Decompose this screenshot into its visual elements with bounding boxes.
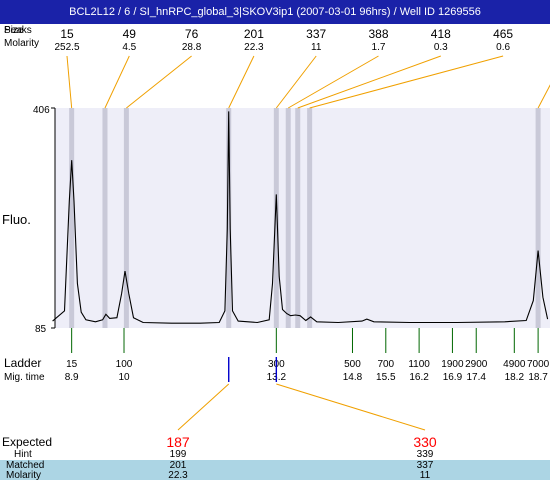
ladder-time-label-8: 18.2 <box>505 372 525 383</box>
ladder-time-label-6: 16.9 <box>443 372 463 383</box>
peak-band-3 <box>226 108 232 328</box>
peak-size-label-0: 15 <box>60 27 74 41</box>
peak-molarity-label-1: 4.5 <box>122 42 136 53</box>
ladder-size-label-7: 2900 <box>465 359 488 370</box>
ladder-size-label-4: 700 <box>377 359 394 370</box>
molarity-value-1: 11 <box>420 470 431 480</box>
y-axis-label: Fluo. <box>2 212 31 227</box>
ladder-size-label-8: 4900 <box>503 359 526 370</box>
peak-callout-line-7 <box>309 55 504 109</box>
peak-molarity-label-5: 1.7 <box>372 42 386 53</box>
peak-size-label-1: 49 <box>123 27 137 41</box>
peak-callout-line-3 <box>228 55 255 109</box>
ladder-size-label-9: 7000 <box>527 359 550 370</box>
peak-size-label-4: 337 <box>306 27 326 41</box>
ladder-row-label: Ladder <box>4 356 41 370</box>
peak-callout-line-5 <box>287 55 379 109</box>
peak-callout-line-0 <box>66 55 73 109</box>
hint-row-label: Hint <box>14 449 32 460</box>
ladder-time-label-3: 14.8 <box>343 372 363 383</box>
peak-callout-line-1 <box>104 55 130 109</box>
peak-stats-row-label: Size <box>4 25 24 36</box>
peak-callout-line-4 <box>275 55 317 109</box>
peak-size-label-3: 201 <box>244 27 264 41</box>
hint-value-1: 339 <box>417 449 434 460</box>
peak-band-1 <box>102 108 108 328</box>
peak-callout-line-2 <box>126 55 192 109</box>
expected-callout-line-1 <box>276 383 426 431</box>
molarity-bottom-row-label: Molarity <box>6 470 41 480</box>
peak-band-8 <box>535 108 541 328</box>
ladder-size-label-0: 15 <box>66 359 78 370</box>
molarity-value-0: 22.3 <box>168 470 188 480</box>
peak-size-label-2: 76 <box>185 27 199 41</box>
expected-value-0: 187 <box>166 434 190 450</box>
matched-value-1: 337 <box>417 460 434 471</box>
peak-size-row-label: Peaks <box>4 25 32 36</box>
peak-molarity-label-2: 28.8 <box>182 42 202 53</box>
peak-molarity-label-3: 22.3 <box>244 42 264 53</box>
mig-time-row-label: Mig. time <box>4 372 45 383</box>
y-tick-label-top: 406 <box>33 105 50 116</box>
peak-molarity-label-6: 0.3 <box>434 42 448 53</box>
ladder-time-label-0: 8.9 <box>65 372 79 383</box>
peak-size-label-6: 418 <box>431 27 451 41</box>
plot-area <box>55 108 550 328</box>
title-bar: BCL2L12 / 6 / SI_hnRPC_global_3|SKOV3ip1… <box>0 0 550 24</box>
peak-size-label-5: 388 <box>368 27 388 41</box>
matched-row-label: Matched <box>6 460 44 471</box>
peak-molarity-label-4: 11 <box>311 42 322 53</box>
hint-value-0: 199 <box>170 449 187 460</box>
peak-callout-line-6 <box>297 55 441 109</box>
peak-molarity-label-7: 0.6 <box>496 42 510 53</box>
peak-band-4 <box>273 108 279 328</box>
ladder-size-label-5: 1100 <box>408 359 430 370</box>
peak-band-2 <box>123 108 129 328</box>
ladder-size-label-3: 500 <box>344 359 361 370</box>
y-tick-label-bottom: 85 <box>35 324 47 335</box>
fluorescence-trace <box>52 111 549 324</box>
ladder-time-label-5: 16.2 <box>409 372 429 383</box>
peak-band-5 <box>285 108 291 328</box>
expected-row-label: Expected <box>2 435 52 449</box>
expected-value-1: 330 <box>413 434 437 450</box>
peak-callout-line-8 <box>537 84 550 109</box>
peak-band-6 <box>295 108 301 328</box>
matched-band <box>0 460 550 480</box>
peak-band-7 <box>307 108 313 328</box>
peak-size-label-7: 465 <box>493 27 513 41</box>
molarity-row-label: Molarity <box>4 38 39 49</box>
ladder-time-label-1: 10 <box>118 372 130 383</box>
ladder-time-label-9: 18.7 <box>528 372 548 383</box>
ladder-time-label-7: 17.4 <box>466 372 486 383</box>
matched-value-0: 201 <box>170 460 187 471</box>
ladder-time-label-4: 15.5 <box>376 372 396 383</box>
peak-molarity-label-0: 252.5 <box>54 42 79 53</box>
ladder-size-label-1: 100 <box>116 359 133 370</box>
ladder-size-label-6: 1900 <box>441 359 464 370</box>
expected-callout-line-0 <box>177 383 230 431</box>
peak-band-0 <box>69 108 75 328</box>
